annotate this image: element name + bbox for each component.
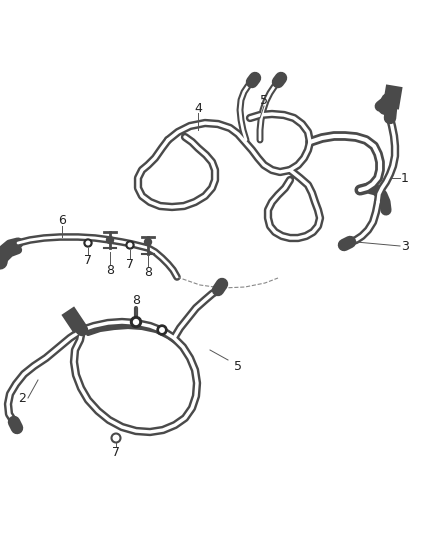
Circle shape [157,325,167,335]
Circle shape [131,317,141,327]
Circle shape [160,328,164,332]
Text: 3: 3 [401,239,409,253]
Text: 7: 7 [126,257,134,271]
Text: 8: 8 [106,263,114,277]
Circle shape [86,241,90,245]
Text: 4: 4 [194,101,202,115]
Text: 7: 7 [84,254,92,266]
Text: 2: 2 [18,392,26,405]
Circle shape [128,243,132,247]
Text: 5: 5 [260,93,268,107]
Circle shape [114,436,118,440]
Circle shape [106,237,113,244]
Circle shape [145,238,152,246]
Circle shape [134,319,138,325]
Text: 8: 8 [144,265,152,279]
Text: 6: 6 [58,214,66,227]
Circle shape [84,239,92,247]
Circle shape [126,241,134,249]
Text: 5: 5 [234,359,242,373]
Text: 8: 8 [132,294,140,306]
Text: 7: 7 [112,446,120,458]
Text: 1: 1 [401,172,409,184]
